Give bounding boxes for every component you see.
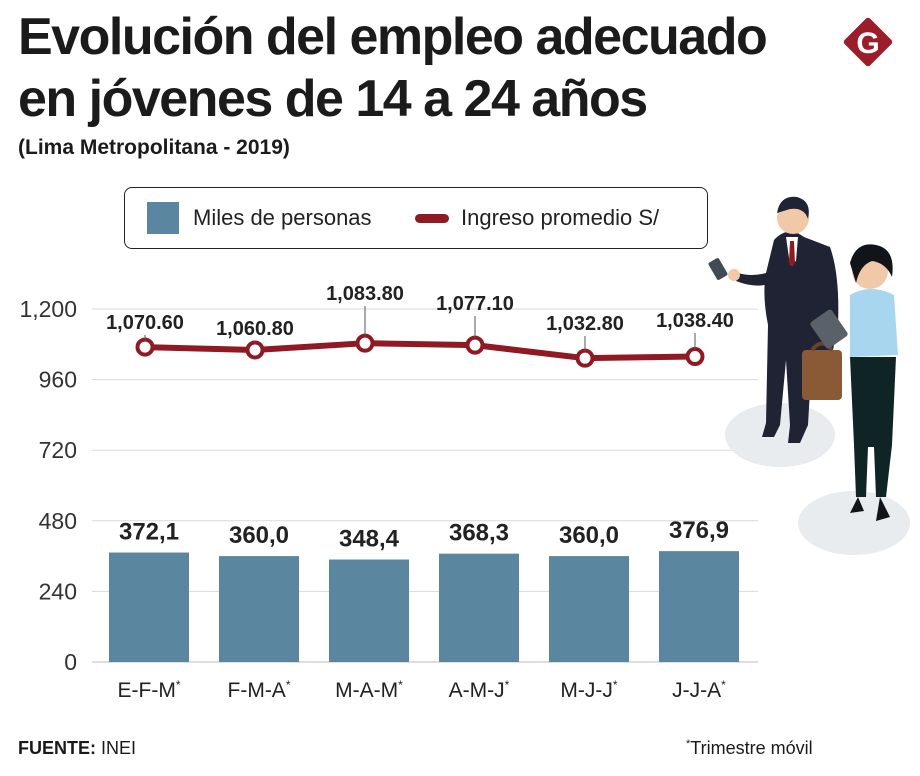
- line-value-label: 1,070.60: [106, 312, 184, 334]
- legend-item-line: Ingreso promedio S/: [415, 188, 659, 248]
- logo-letter: G: [856, 27, 879, 60]
- y-axis: 0 240 480 720 960 1,200: [19, 296, 77, 675]
- bar: [219, 556, 299, 662]
- line-value-label: 1,077.10: [436, 293, 514, 315]
- bar-value-label: 376,9: [669, 517, 729, 544]
- business-people-illustration: [708, 196, 910, 555]
- legend-label-bars: Miles de personas: [193, 205, 372, 230]
- source-value: INEI: [101, 738, 137, 758]
- bar-value-label: 360,0: [229, 522, 289, 549]
- y-tick-label: 960: [39, 367, 77, 393]
- line-labels: 1,070.60 1,060.80 1,083.80 1,077.10 1,032.80…: [106, 283, 734, 352]
- line-point: [135, 337, 155, 357]
- legend-swatch-line: [415, 213, 449, 223]
- footnote-marker: *: [686, 738, 691, 750]
- bar-value-label: 348,4: [339, 526, 400, 553]
- y-tick-label: 240: [39, 578, 77, 604]
- bar-series: [109, 551, 739, 662]
- x-tick-label: A-M-J*: [449, 678, 510, 702]
- legend-label-line: Ingreso promedio S/: [461, 205, 660, 230]
- legend-swatch-bars: [147, 202, 179, 234]
- bar: [549, 556, 629, 662]
- x-tick-label: F-M-A*: [228, 678, 291, 702]
- source-label: FUENTE:: [18, 738, 96, 758]
- line-value-label: 1,032.80: [546, 313, 624, 335]
- gestion-logo: G: [843, 17, 893, 67]
- y-tick-label: 1,200: [19, 296, 77, 322]
- logo-diamond: [843, 17, 893, 67]
- y-tick-label: 480: [39, 508, 77, 534]
- bar: [439, 553, 519, 662]
- bar-labels: 372,1 360,0 348,4 368,3 360,0 376,9: [119, 517, 729, 552]
- chart-title: Evolución del empleo adecuado en jóvenes…: [18, 8, 768, 128]
- bar: [109, 552, 189, 662]
- chart-legend: Miles de personas Ingreso promedio S/: [124, 187, 708, 249]
- income-line: [144, 340, 696, 362]
- gridlines: [92, 308, 758, 663]
- x-tick-label: E-F-M*: [118, 678, 181, 702]
- x-axis: E-F-M* F-M-A* M-A-M* A-M-J* M-J-J* J-J-A*: [118, 678, 727, 702]
- line-value-label: 1,038.40: [656, 310, 734, 332]
- bar-value-label: 360,0: [559, 522, 619, 549]
- bar-value-label: 368,3: [449, 520, 509, 547]
- bar: [329, 559, 409, 662]
- x-tick-label: M-A-M*: [335, 678, 403, 702]
- line-point: [465, 335, 485, 355]
- line-point: [575, 348, 595, 368]
- chart-subtitle: (Lima Metropolitana - 2019): [18, 136, 290, 159]
- x-tick-label: M-J-J*: [560, 678, 617, 702]
- line-point: [355, 333, 375, 353]
- bar: [659, 551, 739, 662]
- line-value-label: 1,083.80: [326, 283, 404, 305]
- source-note: FUENTE: INEI: [18, 738, 136, 759]
- bar-value-label: 372,1: [119, 519, 179, 546]
- y-tick-label: 720: [39, 437, 77, 463]
- footnote: *Trimestre móvil: [686, 738, 813, 759]
- footnote-text: Trimestre móvil: [690, 738, 813, 758]
- line-value-label: 1,060.80: [216, 318, 294, 340]
- line-series: [135, 333, 705, 368]
- y-tick-label: 0: [64, 649, 77, 675]
- x-tick-label: J-J-A*: [672, 678, 726, 702]
- legend-item-bars: Miles de personas: [147, 188, 372, 248]
- line-point: [245, 340, 265, 360]
